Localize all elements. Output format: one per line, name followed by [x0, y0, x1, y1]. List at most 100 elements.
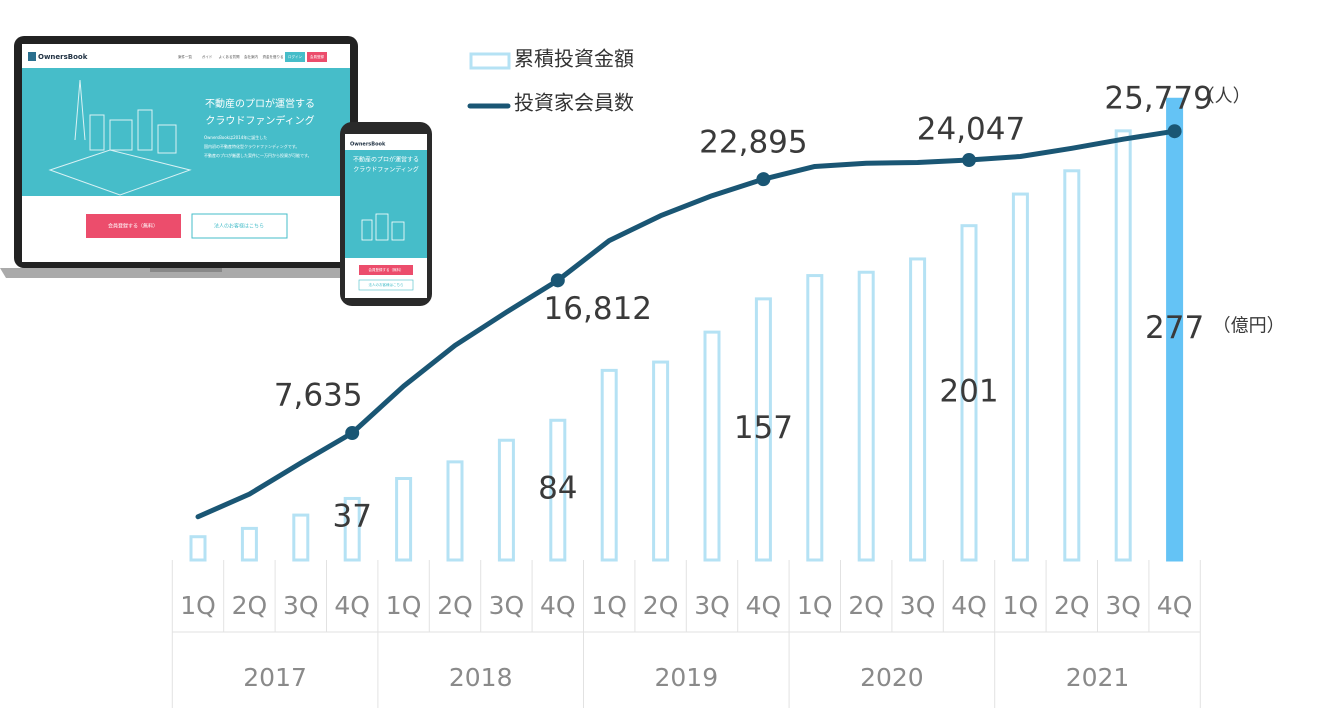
brand: OwnersBook — [350, 142, 386, 148]
nav-item: 会社案内 — [244, 54, 258, 59]
laptop-mockup: OwnersBook 不動産のプロが運営する クラウドファンディング Owner… — [0, 36, 372, 278]
button — [191, 213, 288, 239]
x-tick-label: 1Q — [797, 591, 833, 620]
button-label: 会員登録する（無料） — [369, 267, 404, 272]
year-label: 2021 — [1066, 663, 1130, 692]
illustration — [361, 213, 405, 241]
hero-text: 国内初の不動産特化型クラウドファンディングです。 — [204, 143, 299, 149]
logo — [28, 52, 36, 61]
legend-label: 累積投資金額 — [514, 47, 634, 71]
bar — [652, 360, 670, 562]
nav-item: 資金を借りる — [263, 54, 284, 59]
bar — [960, 224, 978, 562]
x-tick-label: 3Q — [1105, 591, 1141, 620]
year-label: 2019 — [654, 663, 718, 692]
nav-button — [285, 52, 305, 62]
bar — [806, 274, 824, 562]
phone-mockup: OwnersBook 不動産のプロが運営する クラウドファンディング 会員登録す… — [340, 122, 432, 306]
nav-item: よくある質問 — [219, 54, 240, 59]
button — [358, 279, 414, 291]
x-tick-label: 4Q — [1157, 591, 1193, 620]
bar — [909, 257, 927, 562]
x-tick-label: 2Q — [437, 591, 473, 620]
x-tick-label: 2Q — [848, 591, 884, 620]
year-label: 2018 — [449, 663, 513, 692]
brand: OwnersBook — [38, 53, 88, 61]
bar — [857, 270, 875, 562]
nav-item: ガイド — [202, 54, 213, 59]
bar — [395, 476, 413, 562]
data-label: 201 — [939, 373, 998, 409]
hero-text: OwnersBookは2014年に誕生した — [204, 134, 267, 140]
nav-button — [307, 52, 327, 62]
line-point — [756, 172, 771, 187]
x-tick-label: 3Q — [489, 591, 525, 620]
bar — [1114, 129, 1132, 562]
hero — [22, 68, 350, 196]
data-label: 157 — [734, 410, 793, 446]
headline: 不動産のプロが運営する — [353, 156, 419, 164]
x-tick-label: 3Q — [900, 591, 936, 620]
bar — [549, 418, 567, 562]
bar — [1166, 97, 1184, 562]
x-tick-label: 4Q — [334, 591, 370, 620]
nav-item: 案件一覧 — [178, 54, 192, 59]
line-point — [345, 426, 360, 441]
bar — [1011, 192, 1029, 562]
bar — [343, 496, 361, 562]
line-point — [962, 153, 976, 168]
button-label: 会員登録する（無料） — [108, 223, 158, 230]
line — [195, 128, 1178, 520]
bar — [446, 460, 464, 562]
x-tick-label: 4Q — [951, 591, 987, 620]
data-label: 22,895 — [699, 125, 807, 161]
data-label: 24,047 — [917, 112, 1025, 148]
hero-text: 不動産のプロが厳選した案件に一万円から投資が可能です。 — [204, 152, 312, 158]
data-label: 277 — [1145, 310, 1204, 346]
data-label: 25,779 — [1104, 81, 1212, 117]
bar — [189, 535, 207, 562]
laptop-base — [0, 268, 372, 278]
button-label: 法人のお客様はこちら — [214, 223, 264, 230]
laptop-notch — [150, 268, 222, 272]
x-tick-label: 2Q — [232, 591, 268, 620]
x-tick-label: 2Q — [1054, 591, 1090, 620]
x-tick-label: 2Q — [643, 591, 679, 620]
x-tick-label: 4Q — [746, 591, 782, 620]
line-point — [1167, 124, 1182, 139]
bar — [600, 368, 618, 562]
year-label: 2017 — [243, 663, 307, 692]
x-tick-label: 3Q — [694, 591, 730, 620]
x-tick-label: 1Q — [180, 591, 216, 620]
bar — [703, 330, 721, 562]
bar — [754, 297, 772, 562]
x-tick-label: 1Q — [591, 591, 627, 620]
legend-swatch — [469, 52, 511, 70]
data-label: 7,635 — [274, 378, 363, 414]
button — [359, 265, 413, 275]
headline: クラウドファンディング — [205, 114, 314, 127]
headline: 不動産のプロが運営する — [205, 97, 315, 110]
button-label: 法人のお客様はこちら — [369, 282, 404, 287]
nav-item: ログイン — [288, 54, 302, 59]
legend-label: 投資家会員数 — [514, 91, 634, 115]
x-tick-label: 4Q — [540, 591, 576, 620]
data-label: 16,812 — [544, 291, 652, 327]
headline: クラウドファンディング — [353, 166, 419, 174]
unit-label: （億円） — [1213, 316, 1285, 337]
x-tick-label: 1Q — [386, 591, 422, 620]
button — [86, 214, 181, 238]
data-label: 84 — [538, 471, 577, 507]
bar — [240, 526, 258, 562]
unit-label: （人） — [1197, 86, 1251, 107]
illustration — [48, 79, 192, 196]
year-label: 2020 — [860, 663, 924, 692]
line-point — [550, 273, 565, 288]
x-tick-label: 3Q — [283, 591, 319, 620]
bar — [497, 438, 515, 562]
data-label: 37 — [332, 499, 371, 535]
nav-item: 会員登録 — [310, 54, 324, 59]
bar — [1063, 169, 1081, 562]
x-tick-label: 1Q — [1003, 591, 1039, 620]
